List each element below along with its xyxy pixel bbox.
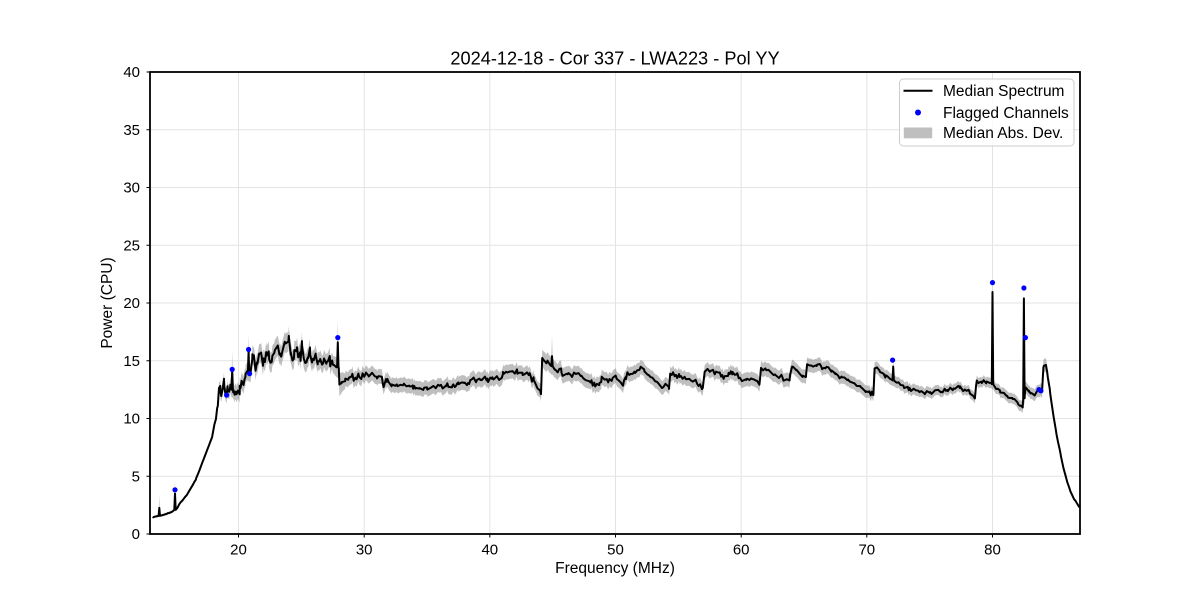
svg-text:2024-12-18 - Cor 337 - LWA223: 2024-12-18 - Cor 337 - LWA223 - Pol YY [450,49,779,69]
svg-text:40: 40 [481,542,498,559]
svg-text:20: 20 [230,542,247,559]
svg-text:70: 70 [858,542,875,559]
svg-text:30: 30 [356,542,373,559]
svg-text:25: 25 [123,237,140,254]
svg-text:40: 40 [123,64,140,81]
svg-text:0: 0 [132,526,140,543]
svg-text:30: 30 [123,180,140,197]
svg-text:10: 10 [123,411,140,428]
svg-text:5: 5 [132,468,140,485]
svg-text:Power (CPU): Power (CPU) [99,257,116,348]
svg-text:50: 50 [607,542,624,559]
svg-text:35: 35 [123,122,140,139]
svg-text:15: 15 [123,353,140,370]
svg-text:Flagged Channels: Flagged Channels [943,105,1069,122]
svg-text:Median Spectrum: Median Spectrum [943,83,1064,100]
svg-text:Median Abs. Dev.: Median Abs. Dev. [943,125,1063,142]
svg-text:60: 60 [733,542,750,559]
svg-text:20: 20 [123,295,140,312]
svg-text:80: 80 [984,542,1001,559]
svg-text:Frequency (MHz): Frequency (MHz) [555,560,675,577]
